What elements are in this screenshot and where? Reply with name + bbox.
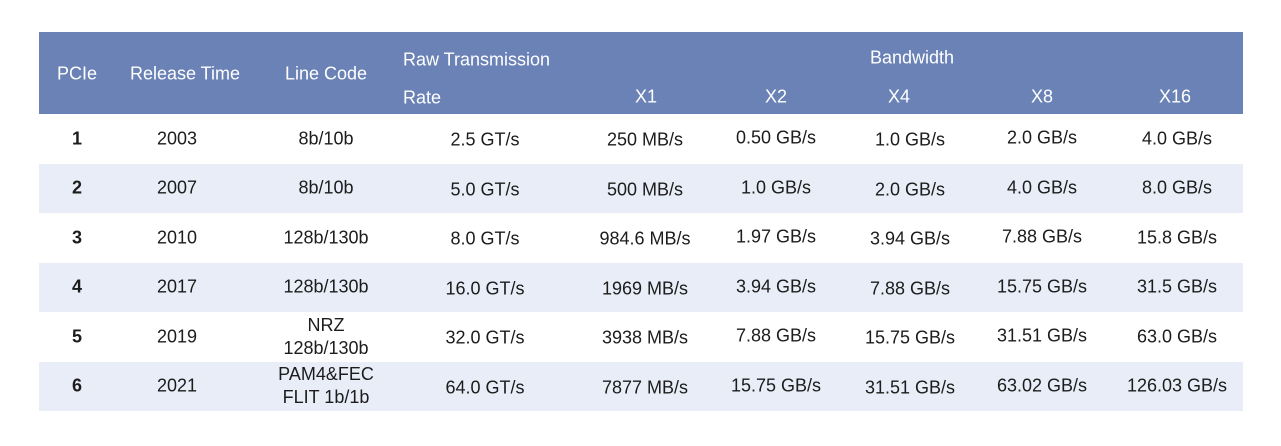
cell-x1: 1969 MB/s [601, 278, 689, 299]
cell-raw-rate: 32.0 GT/s [445, 327, 525, 348]
cell-pcie: 6 [71, 375, 83, 396]
header-raw-rate-line2: Rate [403, 87, 442, 108]
cell-x8: 4.0 GB/s [1006, 177, 1078, 198]
line-code-text: 8b/10b [298, 177, 354, 198]
cell-x1: 250 MB/s [606, 129, 684, 150]
cell-line-code: 8b/10b [298, 127, 353, 150]
cell-release-year: 2010 [156, 227, 198, 248]
cell-raw-rate: 5.0 GT/s [450, 179, 520, 200]
cell-x1: 500 MB/s [606, 179, 684, 200]
header-x2: X2 [764, 86, 788, 107]
cell-raw-rate: 16.0 GT/s [445, 278, 525, 299]
cell-x8: 31.51 GB/s [996, 325, 1088, 346]
line-code-text: PAM4&FEC [278, 364, 374, 385]
line-code-text: 128b/130b [283, 337, 369, 358]
cell-x4: 1.0 GB/s [874, 129, 946, 150]
table-row: 5 2019 NRZ 128b/130b 32.0 GT/s 3938 MB/s 7.88 … [39, 312, 1243, 362]
cell-x2: 15.75 GB/s [730, 375, 822, 396]
cell-x4: 2.0 GB/s [874, 179, 946, 200]
cell-line-code: 8b/10b [298, 177, 353, 200]
table-row: 6 2021 PAM4&FEC FLIT 1b/1b 64.0 GT/s 7877 MB/… [39, 361, 1243, 411]
cell-line-code: 128b/130b [283, 276, 368, 299]
cell-x16: 4.0 GB/s [1141, 128, 1213, 149]
table-row: 3 2010 128b/130b 8.0 GT/s 984.6 MB/s 1.97 GB/… [39, 213, 1243, 263]
cell-x2: 3.94 GB/s [735, 276, 817, 297]
cell-x1: 984.6 MB/s [599, 228, 691, 249]
cell-release-year: 2003 [156, 128, 198, 149]
cell-x16: 63.0 GB/s [1136, 326, 1218, 347]
cell-raw-rate: 64.0 GT/s [445, 377, 525, 398]
cell-line-code: 128b/130b [283, 226, 368, 249]
line-code-text: NRZ [307, 314, 345, 335]
cell-x8: 7.88 GB/s [1001, 226, 1083, 247]
line-code-text: 128b/130b [283, 276, 369, 297]
table-row: 4 2017 128b/130b 16.0 GT/s 1969 MB/s 3.94 GB/… [39, 262, 1243, 312]
header-x16: X16 [1158, 86, 1192, 107]
cell-line-code: NRZ 128b/130b [283, 314, 368, 360]
header-x8: X8 [1030, 86, 1054, 107]
cell-raw-rate: 8.0 GT/s [450, 228, 520, 249]
cell-x8: 15.75 GB/s [996, 276, 1088, 297]
cell-x16: 8.0 GB/s [1141, 177, 1213, 198]
cell-release-year: 2017 [156, 276, 198, 297]
header-bandwidth: Bandwidth [869, 47, 955, 68]
cell-x2: 1.0 GB/s [740, 177, 812, 198]
line-code-text: FLIT 1b/1b [282, 387, 370, 408]
cell-x16: 31.5 GB/s [1136, 276, 1218, 297]
cell-x2: 7.88 GB/s [735, 325, 817, 346]
cell-release-year: 2019 [156, 326, 198, 347]
cell-raw-rate: 2.5 GT/s [450, 129, 520, 150]
header-x1: X1 [634, 86, 658, 107]
cell-release-year: 2007 [156, 177, 198, 198]
cell-x8: 63.02 GB/s [996, 375, 1088, 396]
line-code-text: 8b/10b [298, 128, 354, 149]
cell-line-code: PAM4&FEC FLIT 1b/1b [278, 363, 374, 409]
table-body: 1 2003 8b/10b 2.5 GT/s 250 MB/s 0.50 GB/s 1.0 … [39, 114, 1243, 411]
header-pcie: PCIe [56, 63, 98, 84]
table-row: 1 2003 8b/10b 2.5 GT/s 250 MB/s 0.50 GB/s 1.0 … [39, 114, 1243, 164]
cell-pcie: 1 [71, 128, 83, 149]
cell-x1: 7877 MB/s [601, 377, 689, 398]
cell-x8: 2.0 GB/s [1006, 127, 1078, 148]
cell-x1: 3938 MB/s [601, 327, 689, 348]
cell-x2: 0.50 GB/s [735, 127, 817, 148]
cell-pcie: 5 [71, 326, 83, 347]
cell-release-year: 2021 [156, 375, 198, 396]
cell-x4: 7.88 GB/s [869, 278, 951, 299]
line-code-text: 128b/130b [283, 227, 369, 248]
cell-x16: 15.8 GB/s [1136, 227, 1218, 248]
cell-pcie: 4 [71, 276, 83, 297]
header-x4: X4 [887, 86, 911, 107]
pcie-spec-table: PCIe Release Time Line Code Raw Transmis… [39, 32, 1243, 411]
header-line-code: Line Code [284, 63, 368, 84]
table-row: 2 2007 8b/10b 5.0 GT/s 500 MB/s 1.0 GB/s 2.0 G… [39, 163, 1243, 213]
cell-pcie: 2 [71, 177, 83, 198]
cell-x16: 126.03 GB/s [1126, 375, 1228, 396]
cell-x4: 31.51 GB/s [864, 377, 956, 398]
header-raw-rate-line1: Raw Transmission [403, 49, 551, 70]
cell-x4: 15.75 GB/s [864, 327, 956, 348]
cell-x4: 3.94 GB/s [869, 228, 951, 249]
table-header: PCIe Release Time Line Code Raw Transmis… [39, 32, 1243, 114]
header-release-time: Release Time [129, 63, 241, 84]
cell-pcie: 3 [71, 227, 83, 248]
cell-x2: 1.97 GB/s [735, 226, 817, 247]
